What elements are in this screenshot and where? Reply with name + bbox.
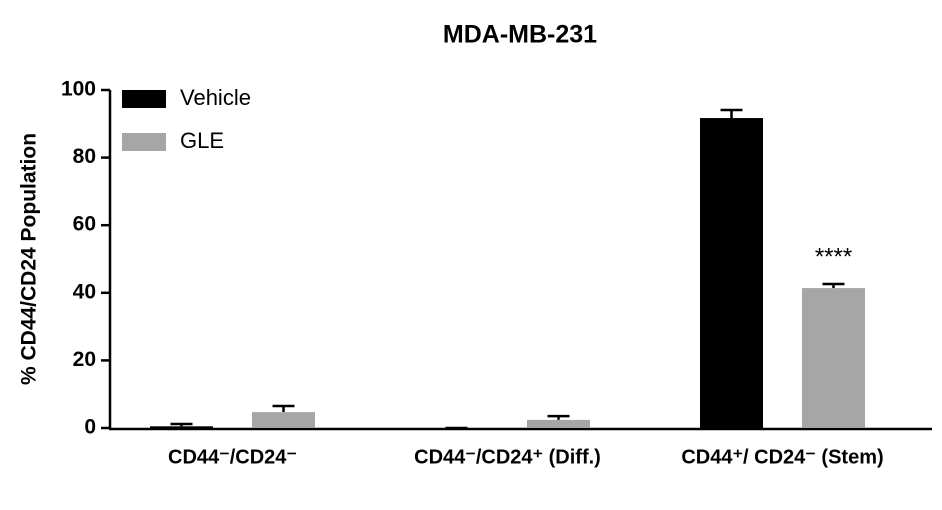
y-tick-label: 20 [73,348,96,371]
legend-label: GLE [180,128,224,153]
x-tick-label: CD44⁻/CD24⁺ (Diff.) [414,446,601,468]
bar [252,412,315,428]
bar [802,288,865,428]
legend-swatch [122,90,166,108]
y-tick-label: 80 [73,145,96,168]
x-tick-label: CD44⁻/CD24⁻ [168,446,297,468]
bar [150,426,213,428]
y-axis-label: % CD44/CD24 Population [18,133,41,385]
x-tick-label: CD44⁺/ CD24⁻ (Stem) [681,446,883,468]
y-tick-label: 60 [73,213,96,236]
y-tick-label: 100 [61,78,96,101]
chart-title: MDA-MB-231 [443,21,597,49]
y-tick-label: 0 [84,416,96,439]
bar [700,118,763,428]
bar [527,419,590,428]
legend-swatch [122,133,166,151]
annotation: **** [815,243,852,270]
legend-label: Vehicle [180,85,251,110]
y-tick-label: 40 [73,280,96,303]
